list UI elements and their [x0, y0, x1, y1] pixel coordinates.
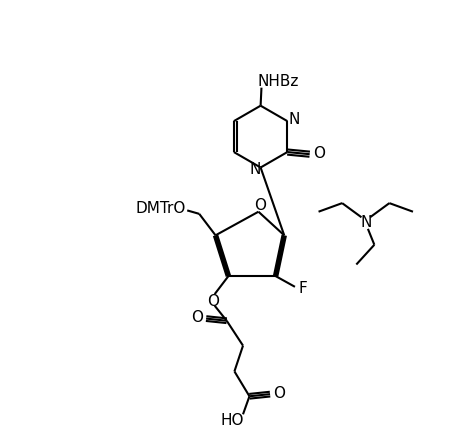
Text: O: O: [208, 294, 219, 309]
Text: O: O: [273, 386, 284, 401]
Text: DMTrO: DMTrO: [136, 201, 186, 216]
Text: NHBz: NHBz: [257, 74, 299, 89]
Text: N: N: [250, 162, 261, 177]
Text: N: N: [360, 215, 372, 230]
Text: O: O: [313, 146, 325, 161]
Text: HO: HO: [221, 413, 245, 428]
Text: O: O: [191, 310, 203, 325]
Text: O: O: [255, 198, 266, 213]
Text: N: N: [288, 112, 300, 127]
Text: F: F: [298, 281, 307, 295]
